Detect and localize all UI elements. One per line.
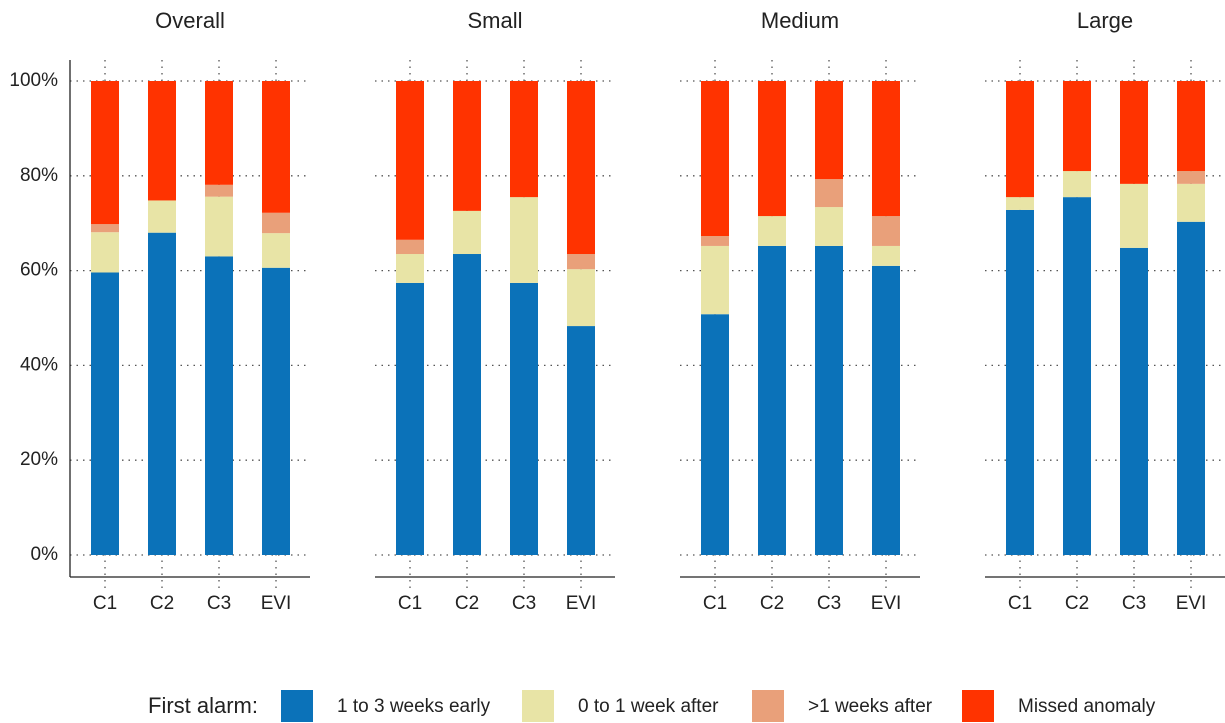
bar-segment xyxy=(1120,183,1148,248)
bar-segment xyxy=(701,314,729,555)
bar-segment xyxy=(1177,81,1205,172)
legend-swatch xyxy=(281,690,313,722)
bar-segment xyxy=(872,265,900,555)
bar-segment xyxy=(91,272,119,555)
bar-segment xyxy=(1177,221,1205,555)
bar-segment xyxy=(1177,171,1205,184)
panel-title: Large xyxy=(1077,8,1133,33)
bar-segment xyxy=(1006,209,1034,556)
bar-segment xyxy=(872,245,900,266)
y-tick-label: 20% xyxy=(20,449,58,470)
bar-segment xyxy=(758,216,786,246)
bar-segment xyxy=(758,245,786,555)
legend-label: >1 weeks after xyxy=(808,696,933,717)
y-tick-label: 40% xyxy=(20,354,58,375)
bar-segment xyxy=(1063,171,1091,198)
bar-segment xyxy=(1006,197,1034,210)
y-tick-label: 0% xyxy=(31,544,59,565)
bar-segment xyxy=(567,269,595,327)
x-tick-label: C3 xyxy=(1122,593,1146,614)
bar-segment xyxy=(815,245,843,555)
bar-segment xyxy=(262,267,290,555)
x-tick-label: C1 xyxy=(93,593,117,614)
x-tick-label: C1 xyxy=(1008,593,1032,614)
legend-swatch xyxy=(752,690,784,722)
bar-segment xyxy=(453,210,481,255)
x-tick-label: C2 xyxy=(150,593,174,614)
bar-segment xyxy=(396,254,424,283)
bar-segment xyxy=(148,81,176,201)
bar-segment xyxy=(396,282,424,555)
bar-segment xyxy=(262,81,290,213)
bar-segment xyxy=(510,81,538,198)
x-tick-label: EVI xyxy=(261,593,292,614)
bar-segment xyxy=(1063,197,1091,555)
bar-segment xyxy=(453,254,481,555)
bar-segment xyxy=(510,197,538,283)
bar-segment xyxy=(205,184,233,197)
panel-title: Overall xyxy=(155,8,225,33)
x-tick-label: C3 xyxy=(817,593,841,614)
y-tick-label: 60% xyxy=(20,260,58,281)
bar-segment xyxy=(262,233,290,268)
bar-segment xyxy=(567,81,595,255)
x-tick-label: EVI xyxy=(871,593,902,614)
panel-title: Medium xyxy=(761,8,839,33)
bar-segment xyxy=(815,179,843,208)
bar-segment xyxy=(1120,247,1148,555)
bar-segment xyxy=(1120,81,1148,184)
bar-segment xyxy=(91,224,119,233)
bar-segment xyxy=(262,212,290,234)
x-tick-label: EVI xyxy=(566,593,597,614)
x-tick-label: C2 xyxy=(1065,593,1089,614)
x-tick-label: C3 xyxy=(207,593,231,614)
bar-segment xyxy=(1063,81,1091,172)
legend-swatch xyxy=(522,690,554,722)
x-tick-label: C1 xyxy=(703,593,727,614)
bar-segment xyxy=(396,239,424,255)
bar-segment xyxy=(567,254,595,270)
bar-segment xyxy=(872,216,900,246)
legend-label: 1 to 3 weeks early xyxy=(337,696,491,717)
bar-segment xyxy=(567,326,595,555)
bar-segment xyxy=(148,232,176,555)
legend-label: 0 to 1 week after xyxy=(578,696,719,717)
bar-segment xyxy=(1177,183,1205,222)
x-tick-label: C2 xyxy=(760,593,784,614)
x-tick-label: C1 xyxy=(398,593,422,614)
x-tick-label: C3 xyxy=(512,593,536,614)
bar-segment xyxy=(1006,81,1034,198)
bar-segment xyxy=(815,207,843,246)
legend-swatch xyxy=(962,690,994,722)
bar-segment xyxy=(701,81,729,236)
panel-title: Small xyxy=(467,8,522,33)
x-tick-label: C2 xyxy=(455,593,479,614)
bar-segment xyxy=(205,81,233,185)
bar-segment xyxy=(91,81,119,225)
bar-segment xyxy=(205,256,233,555)
bar-segment xyxy=(91,232,119,273)
bar-segment xyxy=(701,245,729,315)
legend-title: First alarm: xyxy=(148,693,258,718)
y-tick-label: 80% xyxy=(20,165,58,186)
bar-segment xyxy=(453,81,481,211)
bar-segment xyxy=(815,81,843,180)
bar-segment xyxy=(872,81,900,217)
bar-segment xyxy=(701,235,729,246)
bar-segment xyxy=(396,81,424,240)
x-tick-label: EVI xyxy=(1176,593,1207,614)
bar-segment xyxy=(205,196,233,257)
bar-segment xyxy=(758,81,786,217)
bar-segment xyxy=(148,200,176,233)
y-tick-label: 100% xyxy=(9,70,58,91)
bar-segment xyxy=(510,282,538,555)
legend-label: Missed anomaly xyxy=(1018,696,1156,717)
